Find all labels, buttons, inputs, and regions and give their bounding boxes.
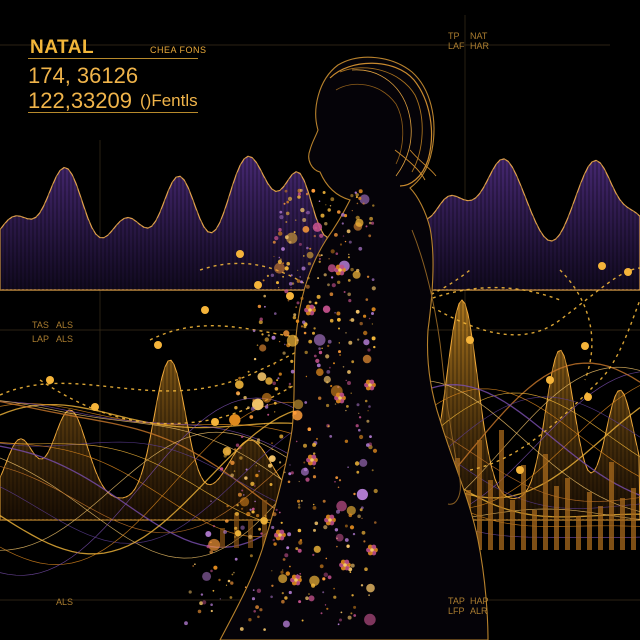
label-top-center-b: NAT <box>470 31 488 41</box>
hud-note: ()Fentls <box>140 91 198 110</box>
label-bottom-center-c: LFP <box>448 606 465 616</box>
label-bottom-center-a: TAP <box>448 596 465 606</box>
label-left-mid-d: ALS <box>56 334 74 344</box>
woman-silhouette <box>219 56 489 640</box>
label-left-mid-b: ALS <box>56 320 74 330</box>
hud-subtitle: CHEA FONS <box>150 45 207 55</box>
violet-waveform <box>0 155 640 291</box>
label-bottom-center-d: ALR <box>470 606 488 616</box>
label-left-mid-c: LAP <box>32 334 50 344</box>
label-top-center-c: LAF <box>448 41 465 51</box>
hud-reading-1: 174, 36126 <box>28 63 139 88</box>
hud-reading-2: 122,33209 <box>28 88 132 113</box>
label-bottom-center-b: HAP <box>470 596 489 606</box>
label-left-mid-a: TAS <box>32 320 49 330</box>
hud-divider-top <box>28 58 198 59</box>
label-top-center-a: TP <box>448 31 460 41</box>
label-top-center-d: HAR <box>470 41 490 51</box>
hud-title: NATAL <box>30 37 95 58</box>
particle-field <box>184 188 378 631</box>
label-bottom-left: ALS <box>56 597 74 607</box>
hud-divider-bottom <box>28 112 198 113</box>
